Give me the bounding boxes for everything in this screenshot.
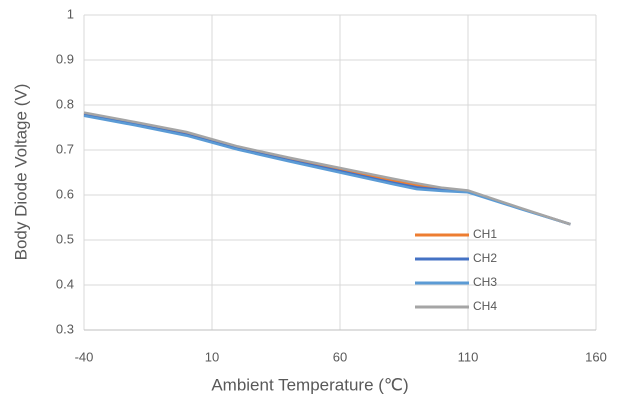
y-axis-label: Body Diode Voltage (V) [11, 84, 30, 261]
y-tick-label: 0.5 [56, 231, 74, 246]
y-tick-label: 0.6 [56, 186, 74, 201]
x-tick-label: 60 [333, 349, 347, 364]
y-tick-label: 0.9 [56, 51, 74, 66]
y-tick-label: 0.8 [56, 96, 74, 111]
x-tick-label: 10 [205, 349, 219, 364]
y-tick-label: 1 [67, 6, 74, 21]
y-tick-label: 0.3 [56, 321, 74, 336]
legend-label: CH3 [473, 275, 497, 289]
legend-label: CH4 [473, 299, 497, 313]
series-line [83, 114, 571, 226]
legend-label: CH1 [473, 227, 497, 241]
legend-label: CH2 [473, 251, 497, 265]
x-tick-label: 160 [585, 349, 607, 364]
series-line [83, 111, 571, 226]
x-tick-label: 110 [458, 349, 479, 364]
x-axis-label: Ambient Temperature (℃) [211, 375, 408, 394]
y-tick-label: 0.7 [56, 141, 74, 156]
y-tick-label: 0.4 [56, 276, 74, 291]
x-tick-label: -40 [75, 349, 94, 364]
